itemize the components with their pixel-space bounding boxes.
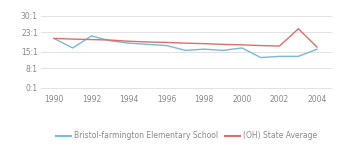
Bristol-farmington Elementary School (71, 47, 75, 49)
Bristol-farmington Elementary School (202, 48, 206, 50)
Line: (OH) State Average: (OH) State Average (54, 29, 317, 47)
(OH) State Average (89, 39, 94, 41)
Bristol-farmington Elementary School (296, 55, 300, 57)
Legend: Bristol-farmington Elementary School, (OH) State Average: Bristol-farmington Elementary School, (O… (56, 131, 317, 140)
(OH) State Average (240, 44, 244, 46)
Bristol-farmington Elementary School (52, 38, 56, 39)
(OH) State Average (183, 42, 187, 44)
(OH) State Average (315, 46, 319, 48)
Bristol-farmington Elementary School (221, 49, 225, 51)
Bristol-farmington Elementary School (183, 49, 187, 51)
Bristol-farmington Elementary School (146, 44, 150, 45)
(OH) State Average (71, 38, 75, 40)
Bristol-farmington Elementary School (240, 47, 244, 49)
Bristol-farmington Elementary School (165, 45, 169, 46)
Bristol-farmington Elementary School (259, 57, 263, 58)
(OH) State Average (108, 39, 112, 41)
(OH) State Average (202, 43, 206, 45)
Line: Bristol-farmington Elementary School: Bristol-farmington Elementary School (54, 36, 317, 58)
Bristol-farmington Elementary School (127, 42, 131, 44)
(OH) State Average (52, 38, 56, 39)
Bristol-farmington Elementary School (315, 48, 319, 50)
(OH) State Average (127, 40, 131, 42)
Bristol-farmington Elementary School (89, 35, 94, 37)
(OH) State Average (146, 41, 150, 43)
(OH) State Average (296, 28, 300, 30)
(OH) State Average (221, 44, 225, 45)
Bristol-farmington Elementary School (278, 55, 282, 57)
Bristol-farmington Elementary School (108, 40, 112, 42)
(OH) State Average (278, 45, 282, 47)
(OH) State Average (259, 45, 263, 46)
(OH) State Average (165, 42, 169, 43)
